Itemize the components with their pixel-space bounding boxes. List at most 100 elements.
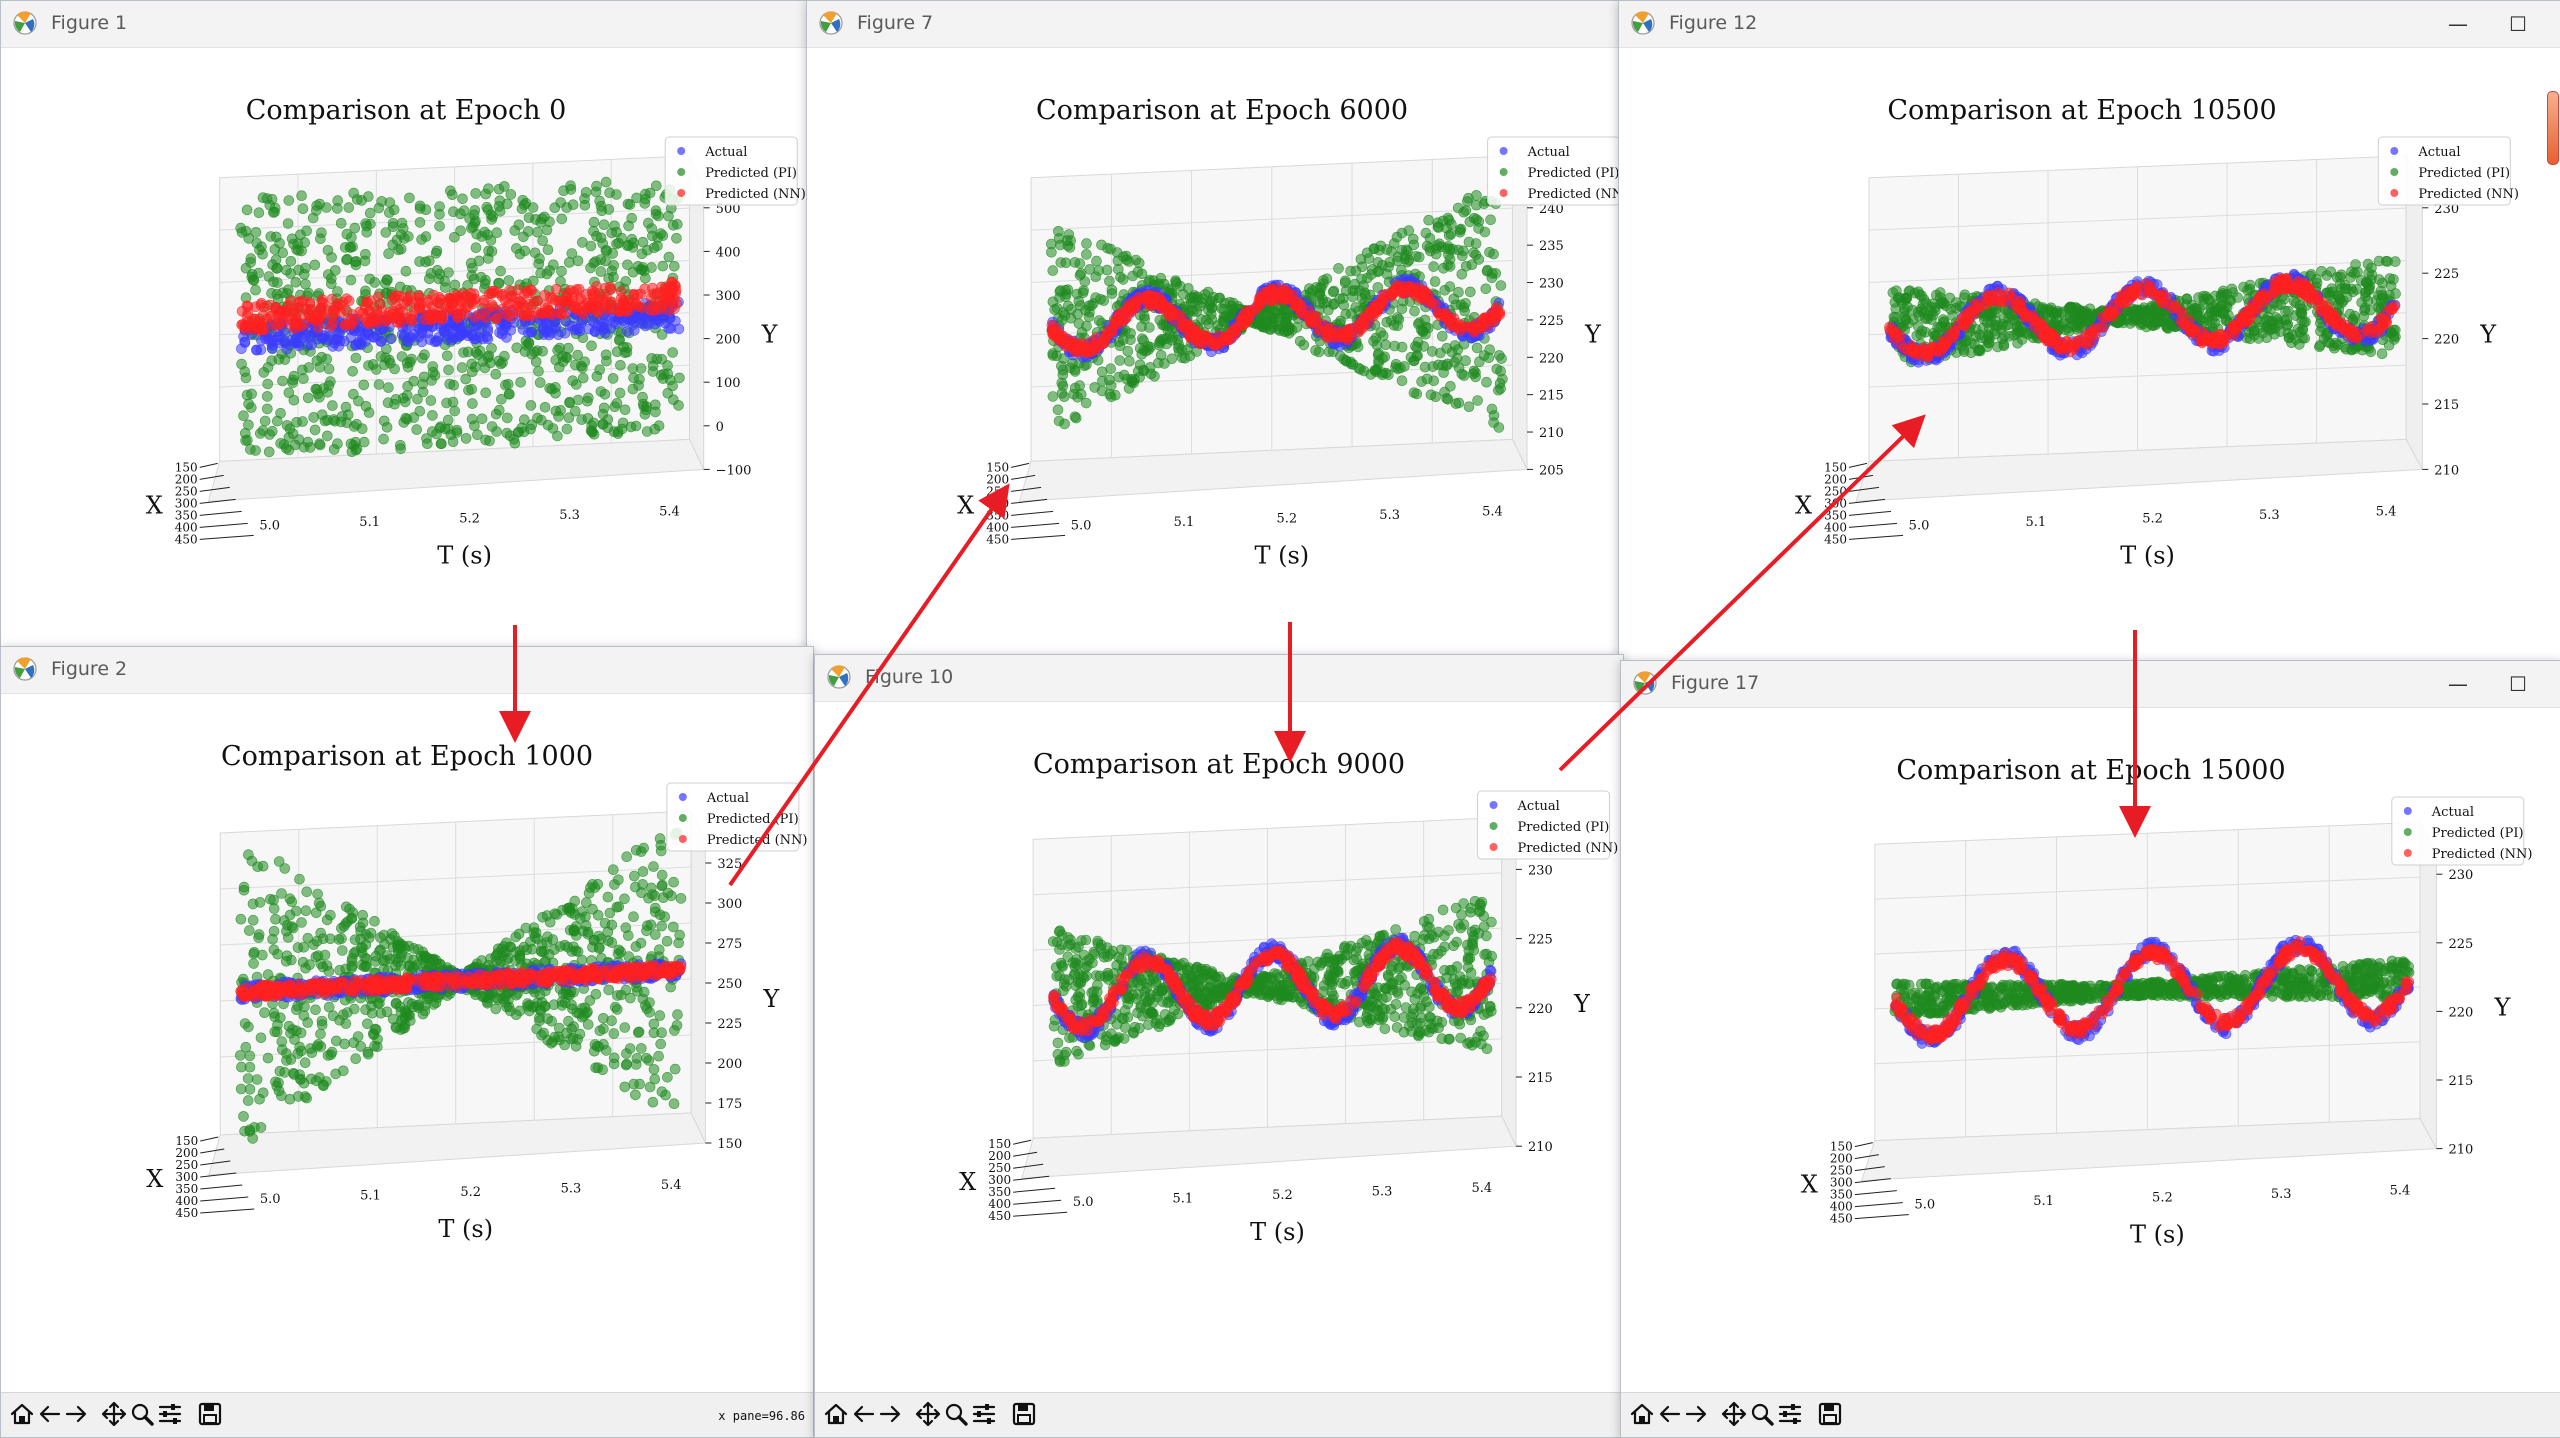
pi-point <box>1471 190 1481 200</box>
window-title: Figure 1 <box>51 12 127 34</box>
pi-point <box>1114 372 1124 382</box>
pi-point <box>610 221 620 231</box>
pi-point <box>1097 240 1107 250</box>
pi-point <box>494 356 504 366</box>
minimize-button[interactable]: — <box>2445 11 2471 37</box>
pi-point <box>1473 396 1483 406</box>
nn-point <box>1252 303 1262 313</box>
nn-point <box>1272 283 1282 293</box>
pi-point <box>399 234 409 244</box>
pi-point <box>557 214 567 224</box>
pi-point <box>1046 239 1056 249</box>
window-titlebar[interactable]: Figure 1 <box>1 1 811 48</box>
pi-point <box>1257 321 1267 331</box>
t-tick-label: 5.2 <box>459 511 480 526</box>
pi-point <box>1445 282 1455 292</box>
pi-point <box>440 276 450 286</box>
figure-canvas[interactable]: Comparison at Epoch 05004003002001000−10… <box>1 47 811 701</box>
pi-point <box>2153 310 2163 320</box>
pi-point <box>1065 243 1075 253</box>
nn-point <box>363 297 373 307</box>
pi-point <box>381 353 391 363</box>
pi-point <box>272 278 282 288</box>
nn-point <box>291 316 301 326</box>
pi-point <box>1484 353 1494 363</box>
pi-point <box>538 346 548 356</box>
pi-point <box>237 359 247 369</box>
actual-point <box>256 345 266 355</box>
matplotlib-app-icon <box>11 9 39 37</box>
actual-point <box>293 338 303 348</box>
pi-point <box>241 226 251 236</box>
nn-point <box>600 283 610 293</box>
pi-point <box>403 362 413 372</box>
actual-point <box>236 344 246 354</box>
y-axis-label: Y <box>1584 321 1602 349</box>
pi-point <box>649 243 659 253</box>
figure-canvas[interactable]: Comparison at Epoch 60002402352302252202… <box>807 47 1637 701</box>
pi-point <box>1455 225 1465 235</box>
pi-point <box>1416 325 1426 335</box>
pi-point <box>337 411 347 421</box>
pi-point <box>1137 322 1147 332</box>
pi-point <box>1124 356 1134 366</box>
pi-point <box>669 261 679 271</box>
pi-point <box>1459 371 1469 381</box>
pi-point <box>1454 398 1464 408</box>
pi-point <box>534 366 544 376</box>
pi-point <box>1465 287 1475 297</box>
actual-point <box>303 340 313 350</box>
pi-point <box>1207 296 1217 306</box>
window-titlebar[interactable]: Figure 12—☐ <box>1619 1 2560 48</box>
figure-canvas[interactable]: Comparison at Epoch 10500230225220215210… <box>1619 47 2545 701</box>
nn-point <box>1341 332 1351 342</box>
pi-point <box>252 238 262 248</box>
pi-point <box>1444 231 1454 241</box>
pi-point <box>2295 327 2305 337</box>
pi-point <box>2206 307 2216 317</box>
window-titlebar[interactable]: Figure 7 <box>807 1 1637 48</box>
pi-point <box>448 437 458 447</box>
pi-point <box>485 436 495 446</box>
pi-point <box>533 227 543 237</box>
pi-point <box>448 397 458 407</box>
pi-point <box>2204 295 2214 305</box>
pi-point <box>1084 301 1094 311</box>
pi-point <box>456 226 466 236</box>
maximize-button[interactable]: ☐ <box>2505 11 2531 37</box>
pi-point <box>390 399 400 409</box>
pi-point <box>524 213 534 223</box>
pi-point <box>365 274 375 284</box>
pi-point <box>426 396 436 406</box>
nn-point <box>1229 326 1239 336</box>
pi-point <box>352 195 362 205</box>
pi-point <box>1461 298 1471 308</box>
pi-point <box>313 389 323 399</box>
pi-point <box>2391 289 2401 299</box>
pi-point <box>1106 381 1116 391</box>
pi-point <box>1173 343 1183 353</box>
pi-point <box>520 246 530 256</box>
pi-point <box>1128 271 1138 281</box>
pi-point <box>251 227 261 237</box>
pi-point <box>567 249 577 259</box>
pi-point <box>582 396 592 406</box>
pi-point <box>1056 258 1066 268</box>
pi-point <box>384 249 394 259</box>
pi-point <box>344 203 354 213</box>
pi-point <box>1107 289 1117 299</box>
actual-point <box>376 337 386 347</box>
pi-point <box>1919 294 1929 304</box>
pi-point <box>1397 342 1407 352</box>
pi-point <box>265 430 275 440</box>
nn-point <box>588 304 598 314</box>
pi-point <box>359 380 369 390</box>
nn-point <box>305 298 315 308</box>
pi-point <box>459 206 469 216</box>
legend-marker <box>677 189 685 197</box>
y-tick-label: 215 <box>1539 389 1564 404</box>
